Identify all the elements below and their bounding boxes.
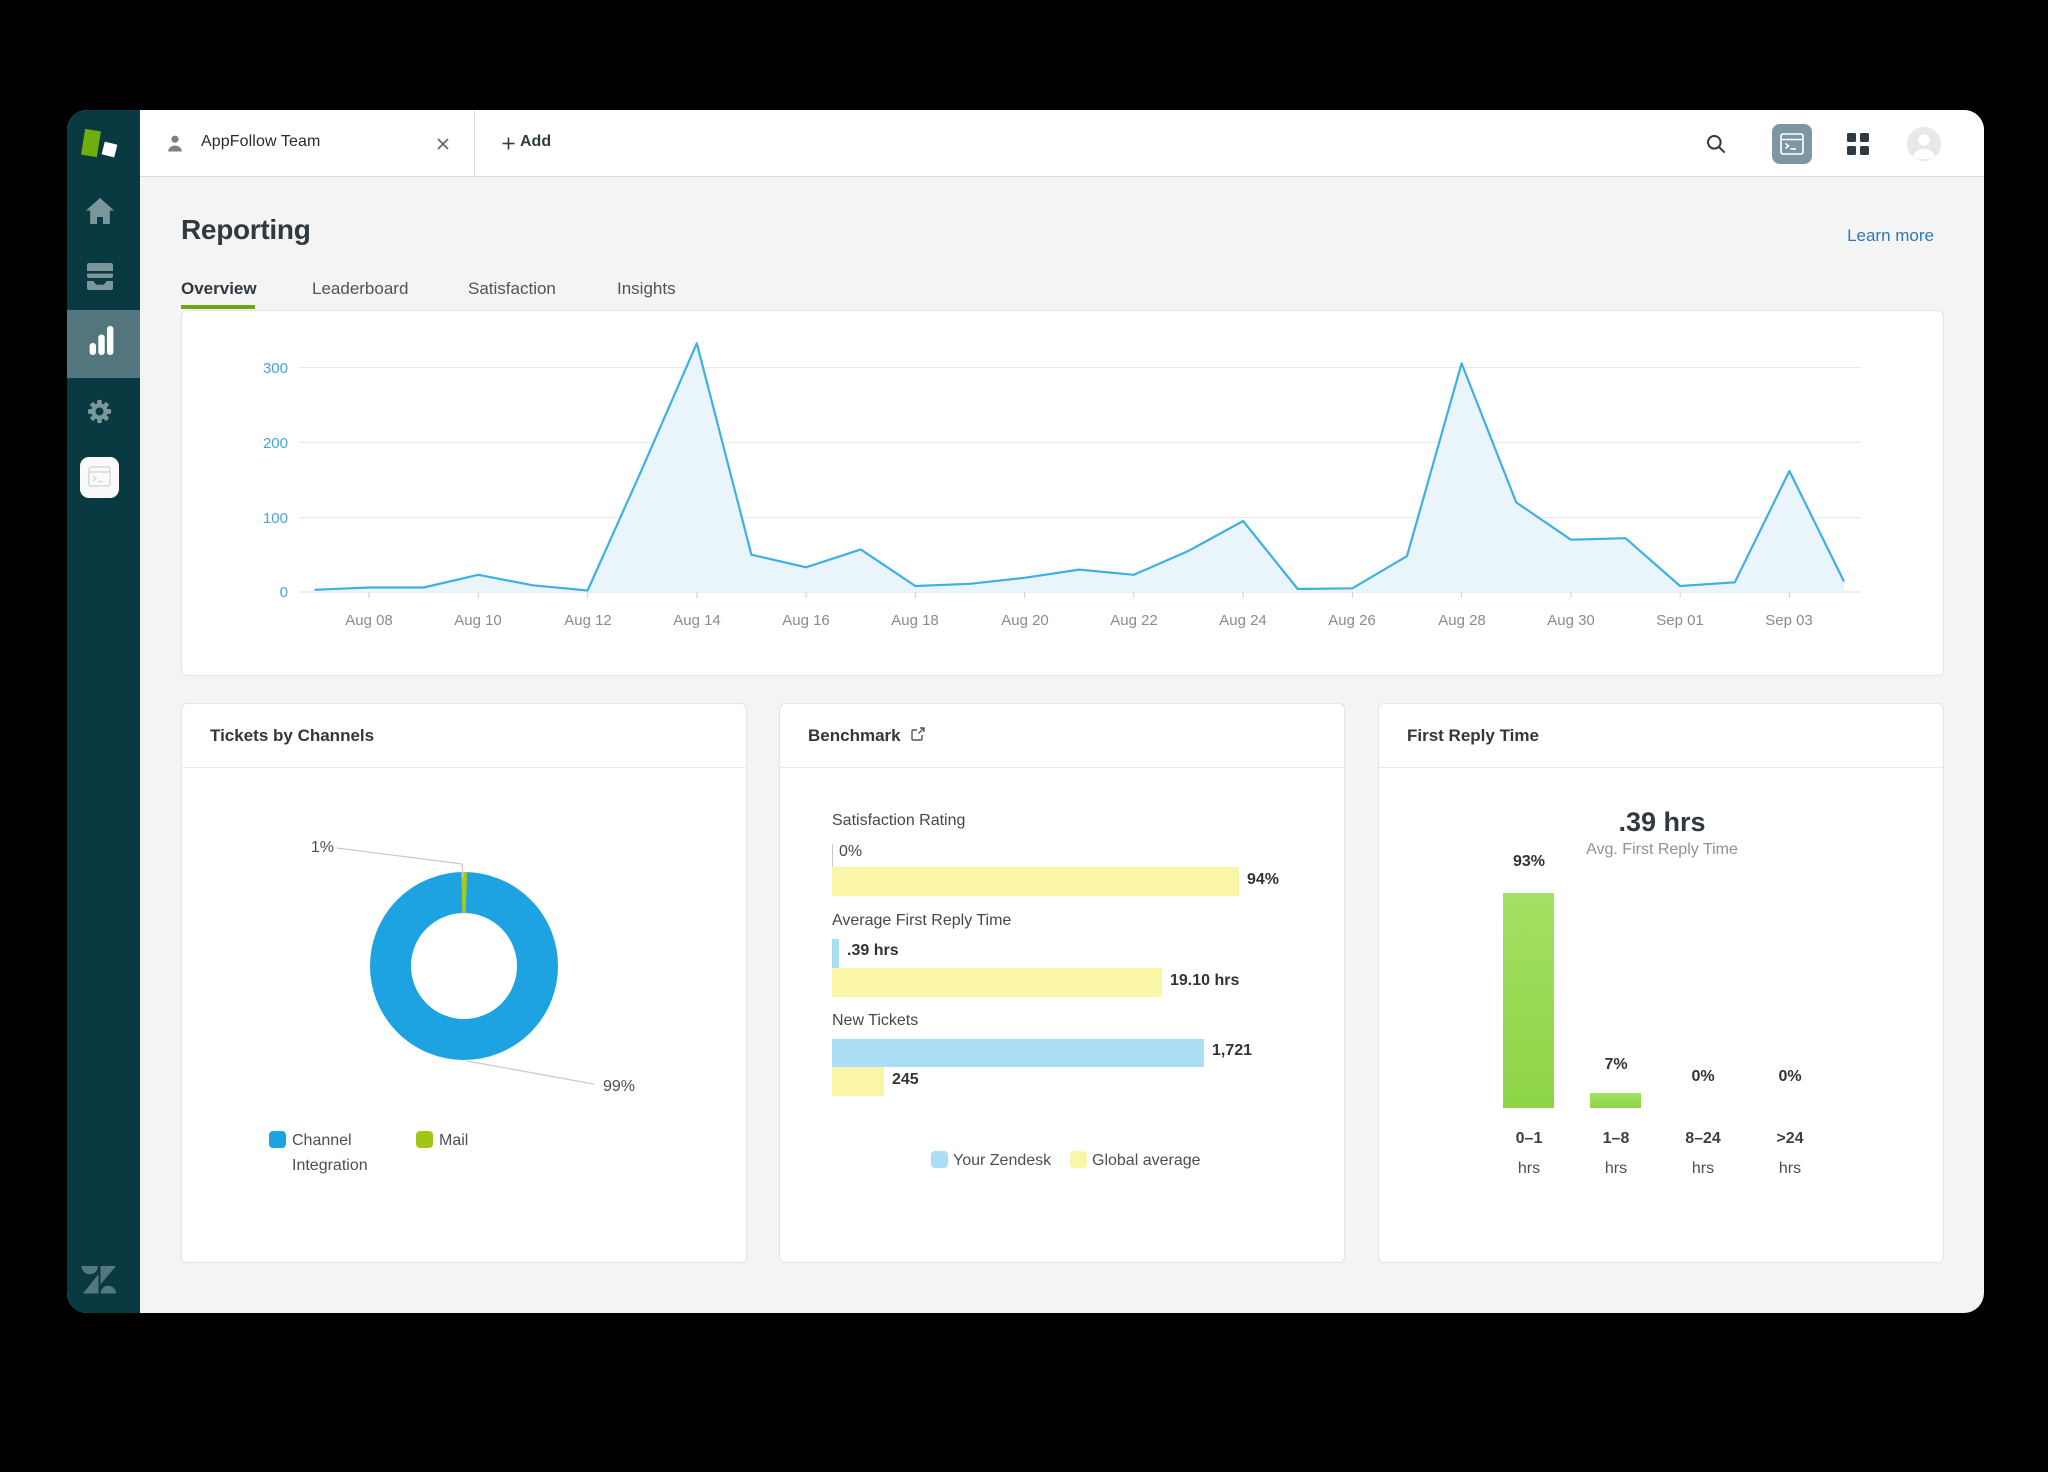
svg-text:Aug 18: Aug 18	[891, 612, 939, 629]
svg-text:Aug 24: Aug 24	[1219, 612, 1267, 629]
svg-text:Aug 12: Aug 12	[564, 612, 612, 629]
svg-text:Aug 20: Aug 20	[1001, 612, 1049, 629]
svg-text:Aug 14: Aug 14	[673, 612, 721, 629]
svg-text:Aug 26: Aug 26	[1328, 612, 1376, 629]
svg-text:300: 300	[263, 360, 288, 377]
svg-text:Aug 28: Aug 28	[1438, 612, 1486, 629]
svg-text:Aug 10: Aug 10	[454, 612, 502, 629]
svg-text:Sep 01: Sep 01	[1656, 612, 1704, 629]
svg-text:0: 0	[280, 584, 288, 601]
svg-text:Aug 30: Aug 30	[1547, 612, 1595, 629]
svg-text:Aug 16: Aug 16	[782, 612, 830, 629]
svg-text:Aug 22: Aug 22	[1110, 612, 1158, 629]
svg-text:100: 100	[263, 510, 288, 527]
svg-text:200: 200	[263, 435, 288, 452]
svg-text:Sep 03: Sep 03	[1765, 612, 1813, 629]
svg-text:Aug 08: Aug 08	[345, 612, 393, 629]
